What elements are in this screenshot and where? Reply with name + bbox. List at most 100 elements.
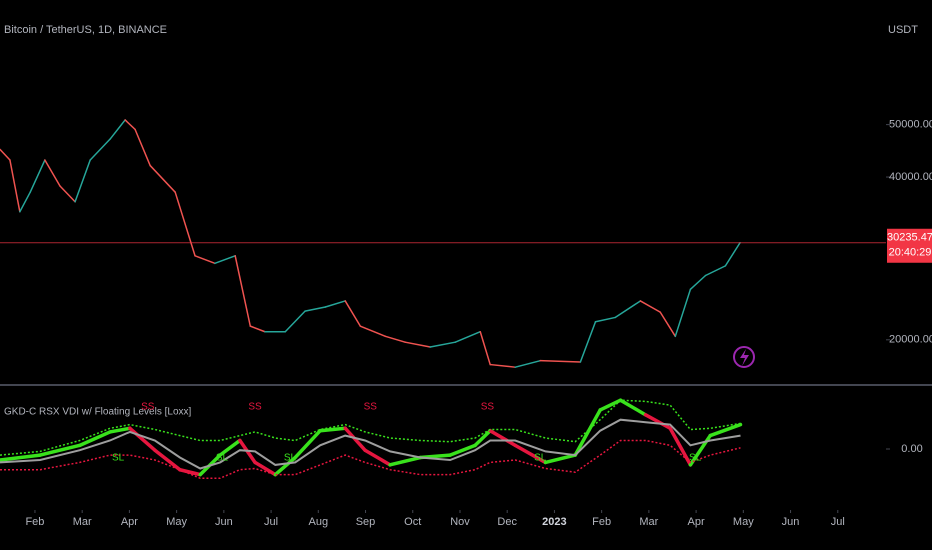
rsx-segment [318,426,347,433]
price-segment [639,300,661,313]
price-segment [689,274,707,291]
price-segment [149,164,176,193]
rsx-segment [343,426,367,452]
price-segment [594,316,617,323]
price-segment [44,159,61,187]
x-tick-label: Oct [404,516,421,528]
rsx-segment [448,443,477,457]
signal-label: SL [689,453,702,464]
y-tick-label: 20000.00 [889,334,932,346]
rsx-segment [643,413,672,431]
signal-label: SL [216,453,229,464]
rsx-segment [108,426,132,434]
x-tick-label: Jul [831,516,845,528]
price-segment [9,159,21,213]
y-tick-label: 40000.00 [889,171,932,183]
rsx-segment [128,426,157,452]
x-tick-label: 2023 [542,516,566,528]
rsx-segment [218,438,242,457]
rsx-segment [363,448,392,467]
price-segment [359,325,387,338]
price-segment [539,359,582,363]
signal-label: SL [534,453,547,464]
price-segment [249,325,266,333]
price-segment [724,242,741,267]
signal-label: SL [112,453,125,464]
price-segment [384,335,406,343]
rsx-segment [573,408,602,457]
price-segment [704,265,727,277]
countdown-label: 20:40:29 [889,247,932,259]
indicator-line [0,439,741,480]
rsx-segment [618,398,648,417]
price-segment [614,300,642,319]
rsx-segment [253,460,278,477]
y-tick-label: 50000.00 [889,119,932,131]
price-segment [514,359,542,368]
signal-label: SS [364,402,378,413]
signal-label: SS [248,402,262,413]
x-tick-label: Apr [121,516,138,528]
x-tick-label: Jul [264,516,278,528]
icon-bolt [740,349,749,366]
price-segment [194,255,216,265]
rsx-segment [38,443,82,457]
signal-label: SS [141,402,155,413]
price-segment [109,119,126,140]
rsx-segment [178,467,202,477]
rsx-segment [78,430,112,448]
price-segment [214,255,236,265]
price-segment [59,185,76,203]
signal-label: SL [284,453,297,464]
x-tick-label: Feb [25,516,44,528]
price-segment [404,341,431,348]
price-segment [324,300,346,308]
price-segment [124,119,136,131]
last-price-box [887,228,932,263]
rsx-segment [273,455,297,477]
price-segment [284,310,306,333]
price-segment [579,320,597,363]
price-segment [89,138,111,161]
rsx-segment [473,428,492,448]
price-segment [174,191,196,257]
rsx-segment [488,428,517,448]
rsx-segment [388,455,423,467]
rsx-segment [153,448,182,472]
rsx-segment [708,422,743,438]
rsx-segment [293,428,322,460]
x-tick-label: Nov [450,516,470,528]
indicator-line [0,418,741,470]
signal-label: SS [481,402,495,413]
x-tick-label: Feb [592,516,611,528]
price-segment [674,288,692,338]
x-tick-label: Mar [73,516,92,528]
x-tick-label: Dec [497,516,517,528]
x-tick-label: Sep [356,516,376,528]
rsx-segment [0,453,42,462]
price-segment [429,341,457,348]
price-segment [304,306,327,312]
currency-label: USDT [888,24,918,36]
price-segment [29,159,46,193]
x-tick-label: Apr [688,516,705,528]
x-tick-label: May [733,516,754,528]
last-price-label: 30235.47 [887,232,932,244]
price-segment [454,330,482,343]
y-tick-label: 0.00 [901,443,922,455]
rsx-segment [543,453,577,465]
chart-title: Bitcoin / TetherUS, 1D, BINANCE [4,24,167,36]
price-segment [489,363,516,368]
x-tick-label: Jun [215,516,233,528]
rsx-segment [598,398,623,412]
price-segment [0,148,11,161]
price-segment [659,311,677,338]
price-segment [234,255,252,327]
rsx-segment [513,443,548,465]
alert-icon [733,346,755,368]
price-segment [74,159,91,203]
x-tick-label: Jun [782,516,800,528]
